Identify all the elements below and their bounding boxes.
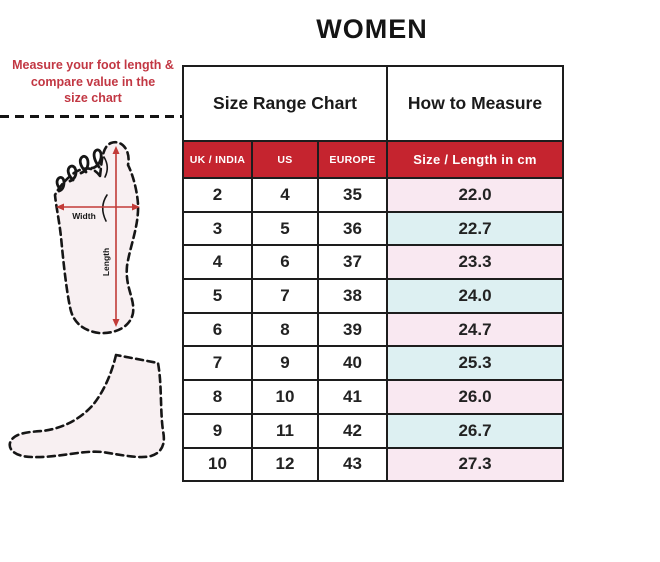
foot-measurement-diagram: Length Width [8,140,166,459]
table-row: 10 12 43 27.3 [182,446,565,483]
cell-eu: 38 [316,278,389,314]
size-range-table: Size Range Chart How to Measure UK / IND… [181,65,565,483]
cell-us: 4 [251,177,319,213]
cell-us: 12 [251,446,319,483]
cell-eu: 36 [316,210,389,247]
table-row: 6 8 39 24.7 [182,311,565,348]
cell-cm: 23.3 [386,244,565,281]
group-header-how-to-measure: How to Measure [386,65,565,142]
cell-cm: 26.7 [386,412,565,449]
foot-sole-outline [53,140,140,335]
table-row: 7 9 40 25.3 [182,345,565,382]
length-label: Length [101,248,111,276]
col-header-us: US [251,140,319,179]
cell-cm: 24.0 [386,278,565,314]
cell-uk: 7 [182,345,253,382]
cell-uk: 5 [182,278,253,314]
cell-cm: 24.7 [386,311,565,348]
cell-us: 5 [251,210,319,247]
table-row: 3 5 36 22.7 [182,210,565,247]
cell-eu: 35 [316,177,389,213]
cell-us: 6 [251,244,319,281]
cell-us: 11 [251,412,319,449]
toe-loops [90,148,103,170]
cell-eu: 40 [316,345,389,382]
cell-uk: 2 [182,177,253,213]
cell-eu: 39 [316,311,389,348]
cell-cm: 22.7 [386,210,565,247]
cell-uk: 3 [182,210,253,247]
cell-us: 7 [251,278,319,314]
cell-cm: 26.0 [386,379,565,415]
page-title: WOMEN [316,14,428,44]
cell-us: 8 [251,311,319,348]
group-header-row: Size Range Chart How to Measure [181,65,565,142]
col-header-uk-india: UK / INDIA [182,140,253,179]
cell-cm: 22.0 [386,177,565,213]
width-label: Width [72,211,96,221]
cell-cm: 27.3 [386,446,565,483]
dashed-cut-line [0,115,183,118]
big-toe-crease [103,156,109,178]
table-row: 4 6 37 23.3 [182,244,565,281]
foot-side-outline [8,353,166,459]
cell-uk: 4 [182,244,253,281]
group-header-size-range: Size Range Chart [181,65,389,142]
measure-instruction-text: Measure your foot length & compare value… [12,58,174,105]
cell-uk: 10 [182,446,253,483]
table-row: 8 10 41 26.0 [182,379,565,415]
cell-eu: 41 [316,379,389,415]
cell-eu: 42 [316,412,389,449]
cell-eu: 37 [316,244,389,281]
cell-us: 10 [251,379,319,415]
width-arrow: Width [56,203,140,221]
cell-us: 9 [251,345,319,382]
table-row: 5 7 38 24.0 [182,278,565,314]
table-row: 9 11 42 26.7 [182,412,565,449]
column-header-row: UK / INDIA US EUROPE Size / Length in cm [182,140,565,179]
length-arrow: Length [101,146,120,327]
cell-uk: 6 [182,311,253,348]
col-header-size-length: Size / Length in cm [386,140,565,179]
cell-uk: 8 [182,379,253,415]
cell-cm: 25.3 [386,345,565,382]
cell-eu: 43 [316,446,389,483]
table-row: 2 4 35 22.0 [182,177,565,213]
col-header-europe: EUROPE [316,140,389,179]
cell-uk: 9 [182,412,253,449]
